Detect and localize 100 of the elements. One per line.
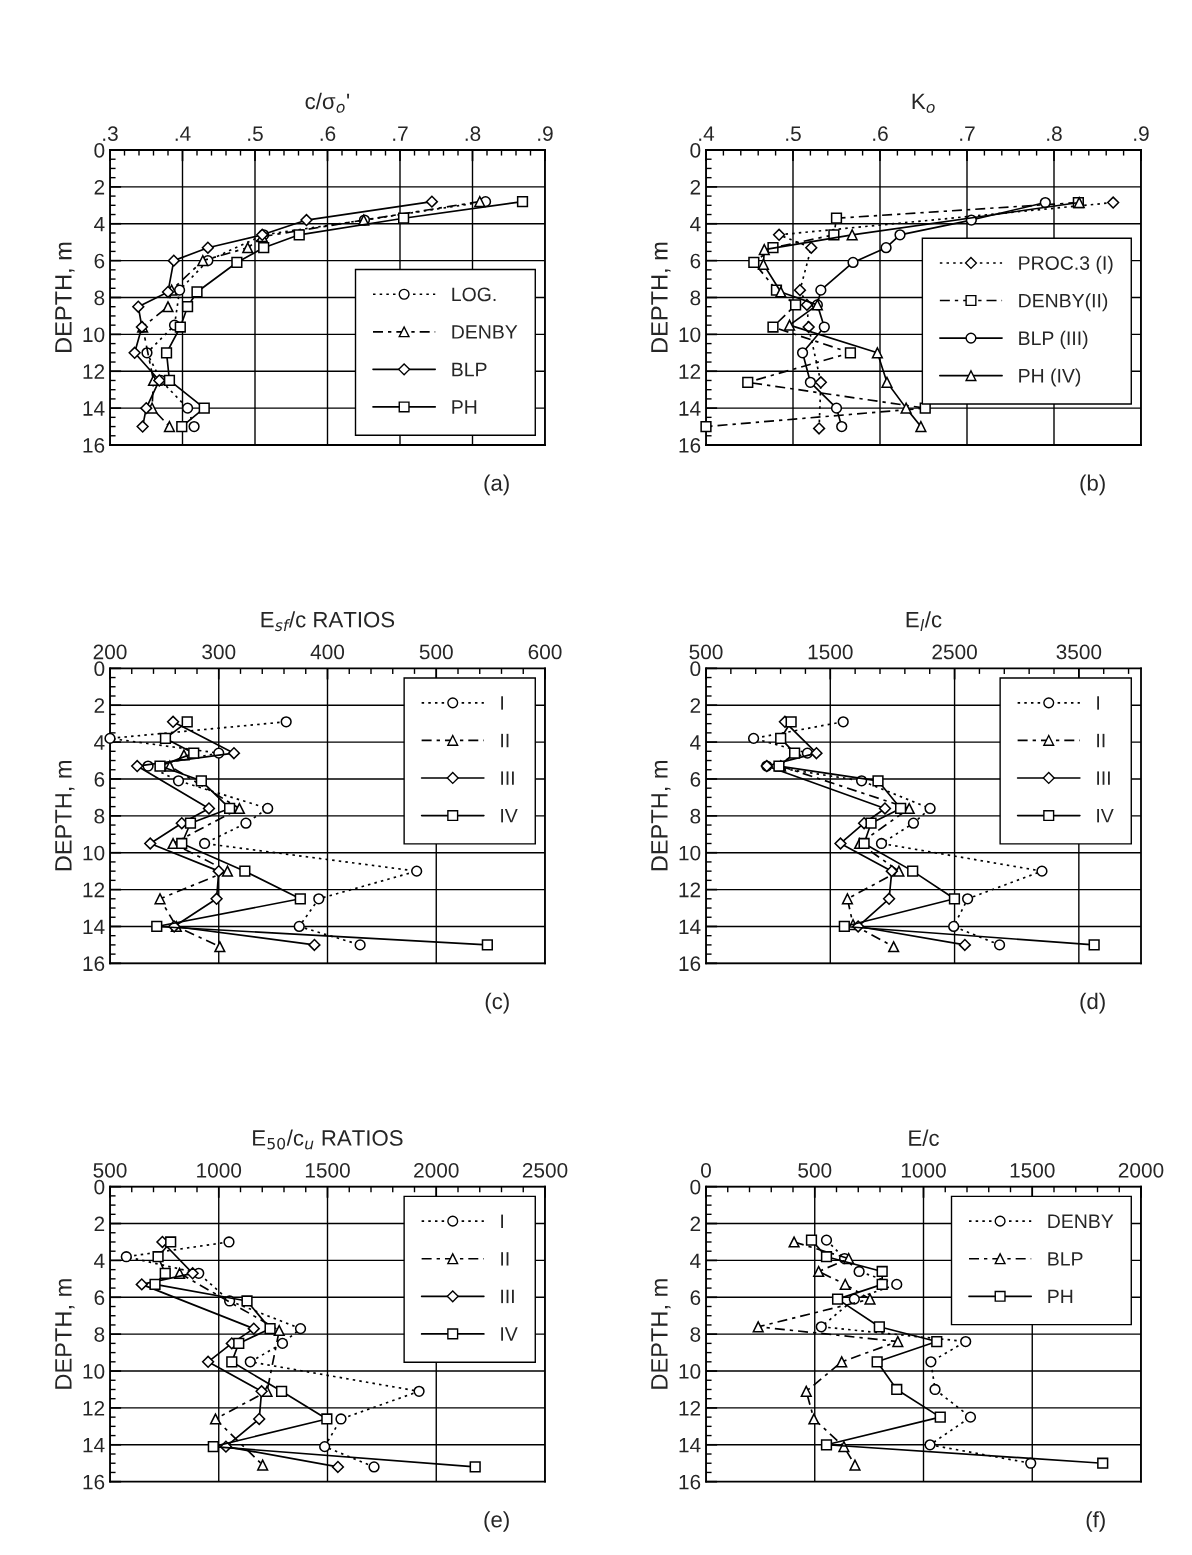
y-tick-label: 6 bbox=[94, 253, 105, 269]
y-tick-label: 0 bbox=[690, 143, 701, 158]
y-tick-label: 16 bbox=[679, 956, 701, 972]
x-tick-label: 200 bbox=[93, 644, 127, 660]
y-tick-label: 4 bbox=[690, 216, 701, 232]
x-tick-label: .7 bbox=[393, 126, 408, 141]
x-tick-label: 2500 bbox=[932, 644, 977, 660]
legend-label: III bbox=[1097, 771, 1110, 785]
chart-title: K$_{o}$ bbox=[912, 93, 935, 113]
y-axis-title: DEPTH, m bbox=[55, 760, 75, 871]
y-tick-label: 16 bbox=[679, 1474, 701, 1490]
x-tick-label: .6 bbox=[873, 126, 888, 142]
legend-label: PROC.3 (I) bbox=[1019, 255, 1113, 274]
y-tick-label: 4 bbox=[690, 735, 701, 750]
y-tick-label: 6 bbox=[690, 771, 701, 787]
legend-label: IV bbox=[501, 808, 518, 823]
y-tick-label: 14 bbox=[679, 1438, 701, 1453]
legend-label: IV bbox=[501, 1327, 518, 1341]
legend-label: I bbox=[501, 1214, 504, 1228]
text: (a) bbox=[484, 474, 509, 496]
text: (d) bbox=[1080, 992, 1105, 1014]
legend-label: DENBY(II) bbox=[1019, 293, 1108, 312]
y-tick-label: 2 bbox=[94, 698, 105, 713]
y-tick-label: 14 bbox=[679, 401, 701, 416]
legend-label: DENBY bbox=[1048, 1214, 1114, 1228]
y-tick-label: 12 bbox=[679, 364, 701, 379]
y-tick-label: 6 bbox=[690, 253, 701, 269]
x-tick-label: 2000 bbox=[1118, 1162, 1164, 1178]
y-tick-label: 8 bbox=[690, 1327, 701, 1342]
x-tick-label: 400 bbox=[310, 644, 345, 660]
text: (f) bbox=[1086, 1511, 1105, 1532]
legend-label: II bbox=[501, 733, 509, 748]
x-tick-label: 1500 bbox=[1010, 1162, 1055, 1178]
legend-label: IV bbox=[1097, 808, 1114, 823]
legend-label: BLP bbox=[452, 362, 487, 377]
y-tick-label: 4 bbox=[94, 735, 105, 750]
y-tick-label: 14 bbox=[83, 1438, 105, 1453]
legend-label: LOG. bbox=[452, 287, 496, 302]
y-tick-label: 16 bbox=[83, 1474, 105, 1490]
x-tick-label: .7 bbox=[960, 126, 975, 141]
y-tick-label: 0 bbox=[94, 661, 105, 677]
legend-label: II bbox=[1097, 733, 1105, 748]
y-tick-label: 2 bbox=[690, 179, 701, 195]
y-tick-label: 8 bbox=[690, 808, 701, 824]
legend-label: PH (IV) bbox=[1019, 368, 1081, 387]
x-tick-label: 0 bbox=[701, 1162, 711, 1178]
y-tick-label: 0 bbox=[94, 143, 105, 158]
y-tick-label: 10 bbox=[83, 1364, 105, 1379]
y-tick-label: 0 bbox=[94, 1179, 105, 1195]
y-tick-label: 10 bbox=[679, 1364, 701, 1379]
legend-label: II bbox=[501, 1252, 509, 1266]
x-tick-label: 300 bbox=[202, 644, 236, 660]
y-axis-title: DEPTH, m bbox=[651, 760, 671, 871]
x-tick-label: 2500 bbox=[522, 1162, 568, 1178]
x-tick-label: .4 bbox=[175, 126, 191, 141]
x-tick-label: 1500 bbox=[808, 644, 853, 660]
legend-label: I bbox=[1097, 696, 1100, 710]
legend-label: PH bbox=[1048, 1289, 1073, 1304]
x-tick-label: 2000 bbox=[414, 1162, 459, 1178]
y-tick-label: 10 bbox=[679, 327, 701, 343]
y-tick-label: 12 bbox=[83, 1400, 105, 1416]
y-tick-label: 4 bbox=[94, 1253, 105, 1268]
y-tick-label: 10 bbox=[83, 327, 105, 343]
legend-label: I bbox=[501, 696, 504, 710]
y-tick-label: 2 bbox=[94, 1216, 105, 1232]
x-tick-label: .3 bbox=[103, 126, 118, 142]
y-tick-label: 8 bbox=[94, 290, 105, 306]
y-tick-label: 6 bbox=[690, 1290, 701, 1306]
y-axis-title: DEPTH, m bbox=[55, 242, 75, 352]
legend-label: DENBY bbox=[452, 325, 518, 339]
y-axis-title: DEPTH, m bbox=[55, 1279, 75, 1389]
chart-title: E$_{sf}$/c RATIOS bbox=[261, 611, 395, 632]
x-tick-label: 500 bbox=[798, 1162, 832, 1178]
y-axis-title: DEPTH, m bbox=[651, 242, 671, 352]
chart-title: E/c bbox=[909, 1129, 939, 1146]
y-tick-label: 12 bbox=[679, 882, 701, 898]
legend-label: III bbox=[501, 1289, 514, 1304]
legend-label: BLP (III) bbox=[1019, 330, 1088, 349]
legend-label: PH bbox=[452, 400, 477, 414]
y-tick-label: 0 bbox=[690, 1179, 701, 1195]
y-axis-title: DEPTH, m bbox=[651, 1279, 671, 1389]
x-tick-label: 500 bbox=[689, 644, 723, 660]
x-tick-label: .9 bbox=[1134, 126, 1149, 142]
x-tick-label: 600 bbox=[528, 644, 562, 660]
y-tick-label: 2 bbox=[690, 698, 701, 713]
text: (e) bbox=[484, 1511, 509, 1532]
x-tick-label: 500 bbox=[93, 1162, 127, 1178]
y-tick-label: 10 bbox=[83, 845, 105, 861]
y-tick-label: 2 bbox=[94, 179, 105, 195]
y-tick-label: 4 bbox=[690, 1253, 701, 1268]
chart-title: E$_{l}$/c bbox=[906, 611, 942, 631]
y-tick-label: 8 bbox=[690, 290, 701, 306]
text: (c) bbox=[485, 992, 509, 1014]
y-tick-label: 6 bbox=[94, 1290, 105, 1306]
y-tick-label: 10 bbox=[679, 845, 701, 861]
x-tick-label: .6 bbox=[320, 126, 336, 142]
y-tick-label: 12 bbox=[679, 1400, 701, 1416]
x-tick-label: 3500 bbox=[1056, 644, 1102, 660]
x-tick-label: 500 bbox=[419, 644, 453, 660]
y-tick-label: 0 bbox=[690, 661, 701, 677]
